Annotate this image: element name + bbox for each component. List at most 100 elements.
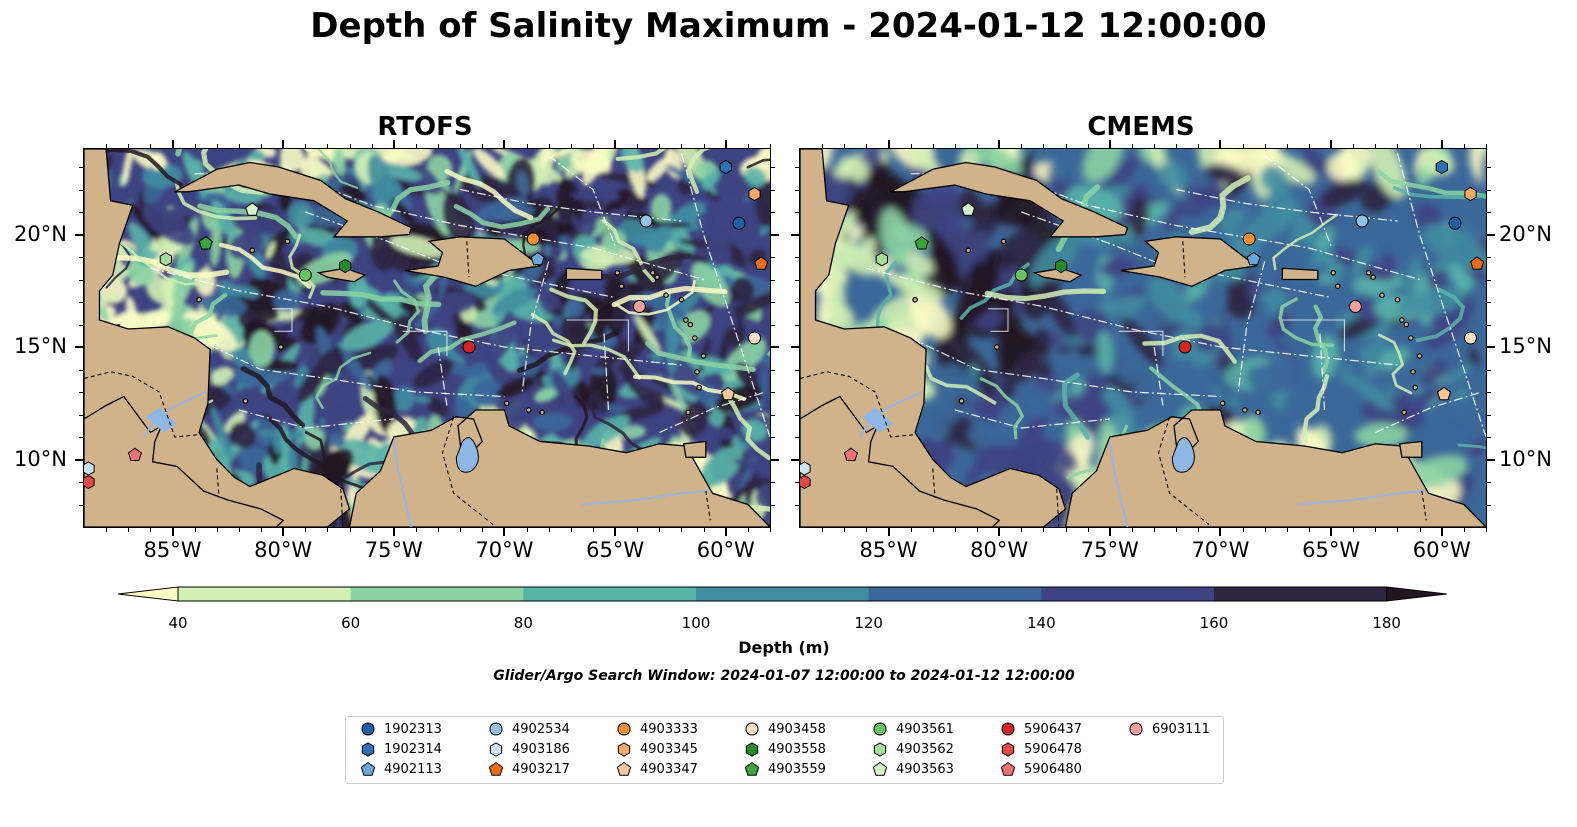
legend-label: 4903217 (512, 761, 570, 777)
legend-label: 4903333 (640, 721, 698, 737)
float-marker-4903563 (245, 202, 260, 216)
colorbar-segment (1214, 587, 1388, 601)
legend-label: 1902314 (384, 741, 442, 757)
hexagon-marker-icon (361, 742, 375, 757)
float-marker-4903458 (748, 331, 761, 345)
float-marker-4903561 (1014, 268, 1028, 282)
float-marker-1902313 (732, 216, 746, 230)
panel-title-rtofs: RTOFS (377, 112, 473, 142)
legend: 1902313 1902314 4902113 4902534 4903186 49032… (345, 716, 1224, 784)
legend-label: 4903559 (768, 761, 826, 777)
colorbar-title: Depth (m) (738, 638, 830, 657)
colorbar-segment (178, 587, 352, 601)
legend-item-4903558: 4903558 (744, 741, 826, 757)
float-marker-5906480 (127, 447, 142, 461)
pentagon-marker-icon (616, 761, 632, 776)
land-puertorico (565, 267, 603, 281)
map-rtofs-canvas (84, 149, 770, 527)
rtofs-lon-tick-label: 65°W (586, 538, 645, 562)
legend-item-5906437: 5906437 (1000, 721, 1082, 737)
cmems-lon-tick-label: 60°W (1412, 538, 1471, 562)
legend-item-5906478: 5906478 (1000, 741, 1082, 757)
lake-maracaibo (455, 437, 479, 473)
float-marker-5906480 (843, 447, 858, 461)
float-marker-6903111 (632, 300, 646, 313)
float-marker-4903333 (526, 232, 540, 246)
land-centralamerica (84, 149, 351, 527)
land-hispaniola (404, 236, 542, 287)
legend-item-4902534: 4902534 (488, 721, 570, 737)
hexagon-marker-icon (745, 742, 759, 757)
float-marker-4902534 (639, 214, 653, 228)
cmems-lat-tick-label: 20°N (1499, 221, 1552, 246)
pentagon-marker-icon (744, 761, 760, 776)
rtofs-lon-tick-label: 75°W (364, 538, 423, 562)
float-marker-5906437 (1178, 340, 1192, 354)
legend-label: 4903345 (640, 741, 698, 757)
legend-item-4903186: 4903186 (488, 741, 570, 757)
legend-label: 6903111 (1152, 721, 1210, 737)
legend-label: 4903558 (768, 741, 826, 757)
circle-marker-icon (361, 722, 375, 736)
float-marker-4903558 (339, 258, 352, 274)
legend-item-4903347: 4903347 (616, 761, 698, 777)
figure-title: Depth of Salinity Maximum - 2024-01-12 1… (310, 6, 1267, 46)
float-marker-6903111 (1348, 300, 1362, 313)
circle-marker-icon (873, 722, 887, 736)
cmems-lon-tick-label: 70°W (1191, 538, 1250, 562)
hexagon-marker-icon (489, 742, 503, 757)
land-centralamerica (800, 149, 1067, 527)
float-marker-1902314 (1435, 159, 1448, 175)
legend-label: 5906437 (1024, 721, 1082, 737)
float-marker-4903562 (159, 252, 172, 267)
legend-item-4902113: 4902113 (360, 761, 442, 777)
float-marker-4903347 (1436, 386, 1451, 401)
legend-label: 5906480 (1024, 761, 1082, 777)
legend-label: 4903561 (896, 721, 954, 737)
float-marker-4903345 (748, 186, 761, 202)
float-marker-4903345 (1464, 186, 1477, 202)
land-hispaniola (1120, 236, 1258, 287)
land-trinidad (682, 440, 707, 458)
rtofs-lat-tick-label: 10°N (14, 446, 67, 471)
rtofs-lon-tick-label: 60°W (696, 538, 755, 562)
legend-label: 4903458 (768, 721, 826, 737)
land-cuba (174, 161, 413, 238)
pentagon-marker-icon (488, 761, 504, 776)
float-marker-4903559 (914, 236, 929, 250)
legend-item-5906480: 5906480 (1000, 761, 1082, 777)
colorbar-tick-label: 80 (513, 614, 533, 632)
float-marker-4903563 (961, 202, 976, 216)
float-marker-4903558 (1055, 258, 1068, 274)
rtofs-lon-tick-label: 70°W (475, 538, 534, 562)
legend-label: 4903563 (896, 761, 954, 777)
colorbar-segment (1041, 587, 1215, 601)
legend-item-4903333: 4903333 (616, 721, 698, 737)
colorbar-segment (350, 587, 524, 601)
cmems-lat-tick-label: 15°N (1499, 334, 1552, 358)
circle-marker-icon (489, 722, 503, 736)
legend-label: 4902113 (384, 761, 442, 777)
float-marker-4903186 (800, 461, 811, 476)
land-southamerica (348, 409, 770, 527)
panel-title-cmems: CMEMS (1087, 112, 1195, 142)
lake-maracaibo (1171, 437, 1195, 473)
colorbar-tick-label: 60 (341, 614, 361, 632)
legend-label: 1902313 (384, 721, 442, 737)
legend-item-4903345: 4903345 (616, 741, 698, 757)
pentagon-marker-icon (360, 761, 376, 776)
legend-item-4903458: 4903458 (744, 721, 826, 737)
legend-item-4903563: 4903563 (872, 761, 954, 777)
float-marker-4902534 (1355, 214, 1369, 228)
float-marker-5906437 (462, 340, 476, 354)
colorbar-tick-label: 100 (681, 614, 711, 632)
legend-item-1902314: 1902314 (360, 741, 442, 757)
legend-item-4903562: 4903562 (872, 741, 954, 757)
float-marker-4903562 (875, 252, 888, 267)
colorbar (118, 586, 1447, 602)
circle-marker-icon (1001, 722, 1015, 736)
rtofs-lat-tick-label: 20°N (14, 221, 67, 246)
circle-marker-icon (617, 722, 631, 736)
colorbar-segment (696, 587, 870, 601)
float-marker-5906478 (800, 474, 811, 490)
